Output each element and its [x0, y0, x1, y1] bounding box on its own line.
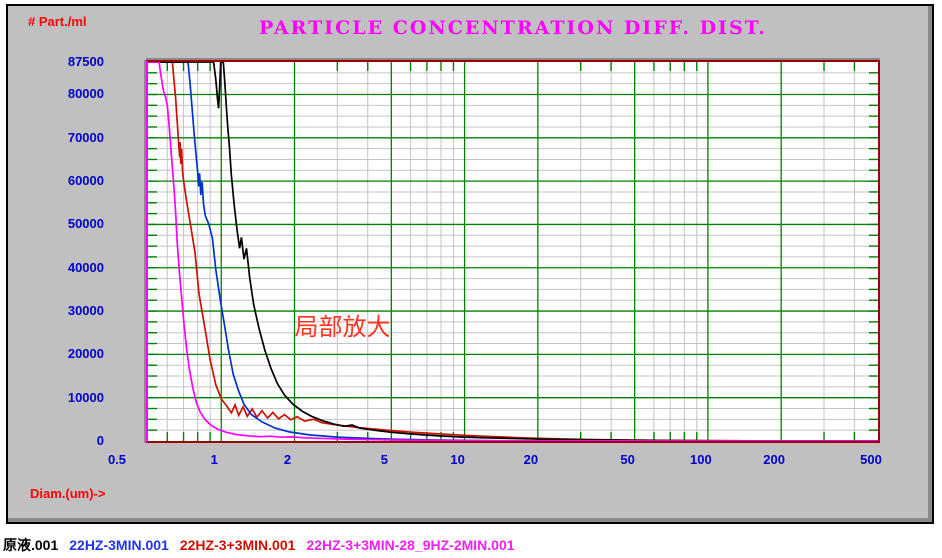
x-tick-label: 2 [283, 452, 292, 467]
series-22HZ-3MIN.001 [148, 62, 527, 441]
legend-item: 22HZ-3+3MIN-28_9HZ-2MIN.001 [306, 537, 515, 553]
legend-item: 原液.001 [3, 537, 59, 553]
x-axis-title: Diam.(um)-> [30, 486, 106, 501]
y-tick-label: 0 [96, 433, 104, 448]
y-tick-label: 50000 [67, 216, 104, 232]
y-tick-label: 60000 [67, 173, 104, 189]
y-tick-label: 70000 [67, 129, 104, 145]
plot-area: 局部放大 [146, 60, 880, 443]
y-tick-label: 87500 [67, 54, 104, 69]
x-tick-label: 500 [860, 452, 882, 467]
x-tick-label: 200 [763, 452, 785, 467]
x-tick-label: 10 [450, 452, 465, 467]
legend-item: 22HZ-3+3MIN.001 [179, 537, 296, 553]
series-原液.001 [148, 62, 878, 441]
zoom-annotation: 局部放大 [295, 314, 391, 341]
y-tick-label: 10000 [67, 389, 104, 405]
x-tick-label: 20 [523, 452, 539, 467]
chart-canvas: 局部放大 [148, 62, 878, 441]
series-22HZ-3+3MIN-28_9HZ-2MIN.001 [148, 62, 878, 441]
y-tick-label: 20000 [67, 346, 104, 362]
y-tick-label: 80000 [67, 86, 104, 102]
x-tick-label: 50 [620, 452, 635, 467]
x-tick-label: 1 [210, 452, 218, 467]
legend: 原液.001 22HZ-3MIN.001 22HZ-3+3MIN.001 22HZ-3… [3, 535, 526, 555]
legend-item: 22HZ-3MIN.001 [69, 537, 169, 553]
y-tick-label: 40000 [67, 259, 104, 275]
x-tick-label: 0.5 [107, 452, 127, 467]
chart-title: PARTICLE CONCENTRATION DIFF. DIST. [259, 17, 767, 39]
y-tick-label: 30000 [67, 303, 104, 319]
x-tick-label: 5 [380, 452, 388, 467]
series-22HZ-3+3MIN.001 [148, 62, 878, 441]
y-axis-title: # Part./ml [28, 14, 87, 29]
x-tick-label: 100 [690, 452, 712, 467]
